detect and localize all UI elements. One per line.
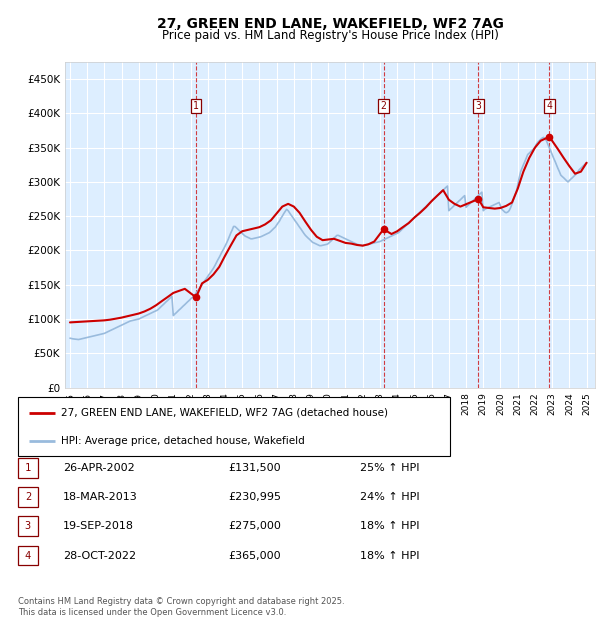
Text: Price paid vs. HM Land Registry's House Price Index (HPI): Price paid vs. HM Land Registry's House … [161,29,499,42]
Text: 28-OCT-2022: 28-OCT-2022 [63,551,136,560]
Text: 2: 2 [380,101,386,111]
Text: 24% ↑ HPI: 24% ↑ HPI [360,492,419,502]
Text: 4: 4 [546,101,552,111]
Text: 18-MAR-2013: 18-MAR-2013 [63,492,138,502]
Text: 1: 1 [25,463,31,473]
Text: £131,500: £131,500 [228,463,281,473]
Text: 2: 2 [25,492,31,502]
Text: 19-SEP-2018: 19-SEP-2018 [63,521,134,531]
Text: 3: 3 [25,521,31,531]
Text: £275,000: £275,000 [228,521,281,531]
Text: Contains HM Land Registry data © Crown copyright and database right 2025.
This d: Contains HM Land Registry data © Crown c… [18,598,344,617]
Text: HPI: Average price, detached house, Wakefield: HPI: Average price, detached house, Wake… [61,436,305,446]
Text: 1: 1 [193,101,199,111]
Text: 25% ↑ HPI: 25% ↑ HPI [360,463,419,473]
Text: £365,000: £365,000 [228,551,281,560]
Text: 3: 3 [476,101,481,111]
Text: 26-APR-2002: 26-APR-2002 [63,463,135,473]
Text: 4: 4 [25,551,31,560]
Text: 27, GREEN END LANE, WAKEFIELD, WF2 7AG: 27, GREEN END LANE, WAKEFIELD, WF2 7AG [157,17,503,32]
Text: 18% ↑ HPI: 18% ↑ HPI [360,521,419,531]
Text: 18% ↑ HPI: 18% ↑ HPI [360,551,419,560]
Text: £230,995: £230,995 [228,492,281,502]
Text: 27, GREEN END LANE, WAKEFIELD, WF2 7AG (detached house): 27, GREEN END LANE, WAKEFIELD, WF2 7AG (… [61,408,388,418]
